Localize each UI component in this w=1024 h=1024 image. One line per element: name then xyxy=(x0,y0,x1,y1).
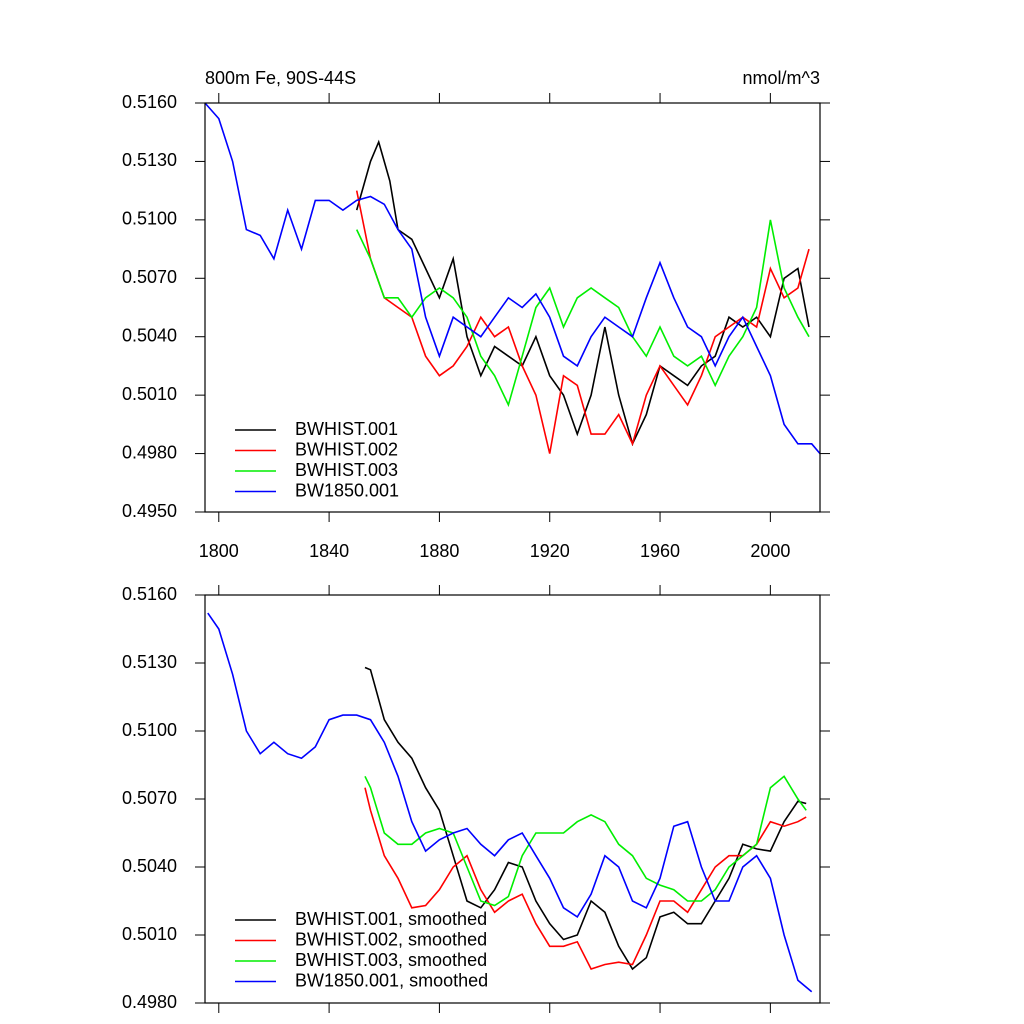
data-line xyxy=(204,102,821,455)
data-line xyxy=(207,612,813,993)
legend-label: BW1850.001, smoothed xyxy=(295,970,488,990)
legend-label: BWHIST.002, smoothed xyxy=(295,929,487,949)
legend-label: BWHIST.003 xyxy=(295,460,398,480)
y-tick-label: 0.5160 xyxy=(122,584,177,604)
y-tick-label: 0.4980 xyxy=(122,442,177,462)
data-line xyxy=(364,787,807,970)
data-line xyxy=(364,775,807,907)
plot-frame xyxy=(204,102,821,513)
chart-title: 800m Fe, 90S-44S xyxy=(205,68,356,88)
legend-label: BWHIST.003, smoothed xyxy=(295,950,487,970)
y-tick-label: 0.5010 xyxy=(122,384,177,404)
plot-frame xyxy=(204,594,821,1004)
units-label: nmol/m^3 xyxy=(743,68,820,88)
y-tick-label: 0.5040 xyxy=(122,856,177,876)
legend-label: BWHIST.002 xyxy=(295,439,398,459)
y-tick-label: 0.4950 xyxy=(122,501,177,521)
y-tick-label: 0.5100 xyxy=(122,209,177,229)
x-tick-label: 1920 xyxy=(530,541,570,561)
legend-label: BWHIST.001 xyxy=(295,419,398,439)
legend-label: BWHIST.001, smoothed xyxy=(295,909,487,929)
y-tick-label: 0.5040 xyxy=(122,325,177,345)
y-tick-label: 0.5130 xyxy=(122,150,177,170)
data-line xyxy=(355,219,810,408)
x-tick-label: 1800 xyxy=(199,541,239,561)
y-tick-label: 0.4980 xyxy=(122,992,177,1012)
data-line xyxy=(355,139,810,447)
x-tick-label: 1880 xyxy=(419,541,459,561)
y-tick-label: 0.5160 xyxy=(122,92,177,112)
legend-label: BW1850.001 xyxy=(295,480,399,500)
y-tick-label: 0.5070 xyxy=(122,788,177,808)
data-line xyxy=(355,190,810,454)
x-tick-label: 1960 xyxy=(640,541,680,561)
x-tick-label: 1840 xyxy=(309,541,349,561)
y-tick-label: 0.5130 xyxy=(122,652,177,672)
x-tick-label: 2000 xyxy=(750,541,790,561)
y-tick-label: 0.5100 xyxy=(122,720,177,740)
y-tick-label: 0.5010 xyxy=(122,924,177,944)
y-tick-label: 0.5070 xyxy=(122,267,177,287)
